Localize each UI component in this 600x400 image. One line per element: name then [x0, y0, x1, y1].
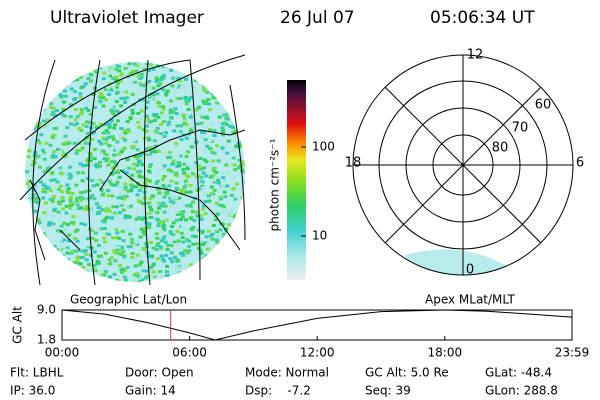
map-grid: [19, 54, 246, 286]
status-field: Mode: Normal: [245, 366, 329, 380]
frame-label: Geographic Lat/Lon: [70, 293, 187, 307]
status-field: Gain: 14: [125, 384, 176, 398]
x-tick-label: 23:59: [555, 346, 590, 360]
lat-label: 80: [492, 141, 509, 156]
polar-grid: [352, 54, 574, 276]
x-tick-label: 18:00: [428, 346, 463, 360]
altitude-line: [61, 309, 573, 341]
colorbar: [287, 80, 306, 280]
status-field: GC Alt: 5.0 Re: [365, 366, 449, 380]
y-axis-label: GC Alt: [11, 306, 25, 344]
y-tick-label: 1.8: [37, 333, 56, 347]
image: [25, 62, 245, 282]
status-field: Seq: 39: [365, 384, 411, 398]
mlt-label: 18: [345, 156, 362, 171]
mlt-label: 12: [467, 48, 484, 63]
status-field: IP: 36.0: [10, 384, 55, 398]
status-field: Door: Open: [125, 366, 194, 380]
mlt-label: 6: [576, 156, 584, 171]
x-tick-label: 00:00: [45, 346, 80, 360]
frame-label: Apex MLat/MLT: [425, 293, 515, 307]
status-field: GLat: -48.4: [485, 366, 552, 380]
y-tick-label: 9.0: [37, 303, 56, 317]
status-field: GLon: 288.8: [485, 384, 558, 398]
colorbar-label: photon cm⁻²s⁻¹: [268, 138, 282, 231]
status-field: Dsp: -7.2: [245, 384, 311, 398]
lat-label: 70: [512, 121, 529, 136]
lat-label: 60: [535, 98, 552, 113]
colorbar-tick-label: 100: [312, 139, 335, 153]
date: 26 Jul 07: [280, 8, 355, 28]
alt-plot-frame: [61, 309, 573, 341]
x-tick-label: 06:00: [172, 346, 207, 360]
status-field: Flt: LBHL: [10, 366, 64, 380]
time: 05:06:34 UT: [430, 8, 535, 28]
mlt-label: 0: [466, 263, 474, 278]
x-tick-label: 12:00: [300, 346, 335, 360]
instrument: Ultraviolet Imager: [50, 8, 204, 28]
colorbar-tick-label: 10: [312, 228, 327, 242]
